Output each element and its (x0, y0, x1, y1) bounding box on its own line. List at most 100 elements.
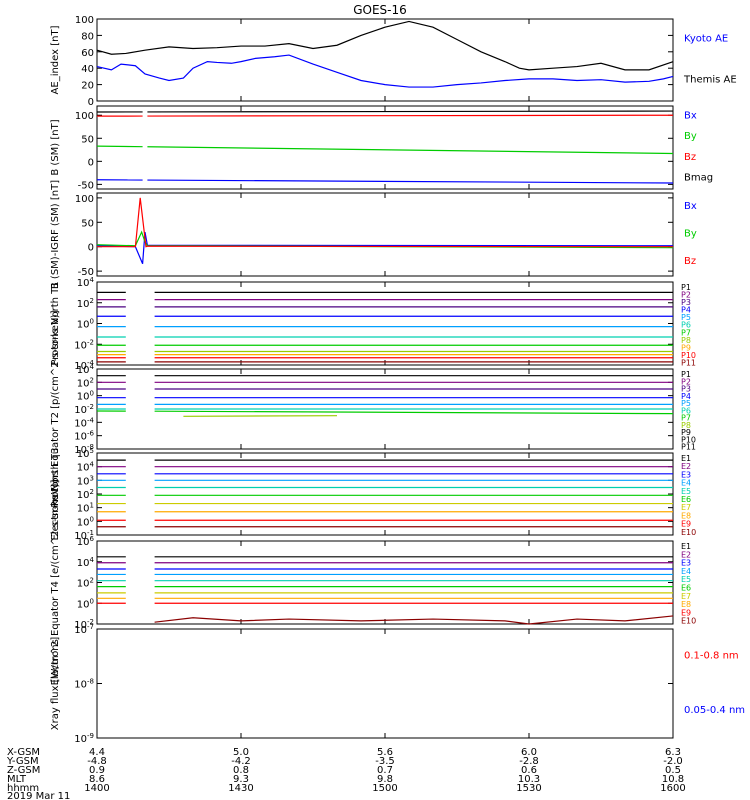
legend-bmag: Bmag (684, 173, 713, 184)
footer-cell: 1430 (228, 783, 253, 794)
y-tick-label: 100 (77, 515, 94, 528)
footer-row-label: Z-GSM (7, 765, 40, 776)
footer-cell: 6.3 (665, 747, 681, 758)
footer-date: 2019 Mar 11 (7, 791, 70, 800)
y-axis-label: B (SM) [nT] (50, 119, 61, 175)
footer-cell: 5.0 (233, 747, 249, 758)
y-tick-label: 20 (81, 81, 94, 92)
legend-p9: P9 (681, 343, 691, 352)
legend-p3: P3 (681, 385, 691, 394)
footer-cell: -4.2 (231, 756, 251, 767)
legend-by: By (684, 131, 697, 142)
legend-e2: E2 (681, 462, 691, 471)
footer-cell: 10.8 (662, 774, 684, 785)
series-line-bmag (147, 110, 674, 113)
legend-e6: E6 (681, 584, 691, 593)
footer-cell: 4.4 (89, 747, 105, 758)
footer-cell: 0.6 (521, 765, 537, 776)
legend-e10: E10 (681, 528, 696, 537)
legend-e10: E10 (681, 617, 696, 626)
y-axis-label: Protons North T1 (50, 281, 61, 365)
y-tick-label: 0 (88, 243, 94, 254)
legend-e7: E7 (681, 592, 691, 601)
legend-by: By (684, 229, 697, 240)
footer-cell: 1500 (372, 783, 397, 794)
y-tick-label: 10-1 (74, 529, 94, 542)
legend-p7: P7 (681, 414, 691, 423)
y-tick-label: 100 (77, 597, 94, 610)
footer-cell: -2.0 (663, 756, 683, 767)
legend-e3: E3 (681, 470, 691, 479)
panel-frame (96, 281, 674, 366)
footer-row-label: MLT (7, 774, 27, 785)
legend-p10: P10 (681, 351, 696, 360)
legend-p8: P8 (681, 336, 691, 345)
y-tick-label: -50 (78, 267, 94, 278)
legend-bz: Bz (684, 256, 696, 267)
legend-e4: E4 (681, 479, 691, 488)
footer-cell: -3.5 (375, 756, 395, 767)
legend-p10: P10 (681, 435, 696, 444)
y-tick-label: 100 (75, 111, 94, 122)
y-tick-label: 10-2 (74, 338, 94, 351)
legend-p6: P6 (681, 321, 691, 330)
y-tick-label: 10-2 (74, 618, 94, 631)
y-axis-label: Electrons Equator T4 [e/(cm^2-s-sr-keV)] (50, 480, 61, 686)
y-tick-label: 10-6 (74, 430, 94, 443)
legend-bx: Bx (684, 110, 697, 121)
panel-frame (96, 628, 674, 739)
footer-row-label: X-GSM (7, 747, 40, 758)
y-tick-label: 103 (77, 474, 94, 487)
y-tick-label: 0 (88, 157, 94, 168)
legend-e9: E9 (681, 608, 691, 617)
footer-cell: 0.9 (89, 765, 105, 776)
legend-p1: P1 (681, 283, 691, 292)
legend-p2: P2 (681, 377, 691, 386)
panel-frame (96, 192, 674, 277)
y-tick-label: 10-4 (74, 416, 94, 429)
y-tick-label: 80 (81, 31, 94, 42)
series-line-kyoto-ae (96, 54, 674, 88)
footer-cell: -2.8 (519, 756, 539, 767)
y-tick-label: 40 (81, 64, 94, 75)
y-tick-label: 104 (77, 276, 95, 289)
panel-frame (96, 540, 674, 625)
series-line-p7 (154, 410, 674, 415)
y-tick-label: 10-2 (74, 403, 94, 416)
series-line-e10 (154, 615, 674, 625)
series-line-bz (147, 114, 674, 117)
panel-3: -50 0 50 100 B (SM)-IGRF (SM) [nT] Bx By Bz (50, 180, 697, 289)
y-tick-label: 104 (77, 461, 95, 474)
legend-bz: Bz (684, 152, 696, 163)
footer-cell: 5.6 (377, 747, 393, 758)
legend-e7: E7 (681, 503, 691, 512)
legend-p4: P4 (681, 392, 691, 401)
y-tick-label: 104 (77, 556, 95, 569)
legend-0-05-0-4-nm: 0.05-0.4 nm (684, 705, 745, 716)
legend-p3: P3 (681, 298, 691, 307)
legend-p11: P11 (681, 443, 696, 452)
legend-p5: P5 (681, 399, 691, 408)
legend-e1: E1 (681, 454, 691, 463)
y-tick-label: 102 (77, 297, 94, 310)
panel-frame (96, 452, 674, 536)
legend-p1: P1 (681, 370, 691, 379)
series-line-by (147, 146, 674, 155)
panel-7: 10-2 100 102 104 106 Electrons Equator T4 [e/… (50, 480, 696, 686)
legend-0-1-0-8-nm: 0.1-0.8 nm (684, 650, 739, 661)
y-tick-label: -50 (78, 180, 94, 191)
y-tick-label: 105 (77, 447, 94, 460)
y-axis-label: Protons Equator T2 [p/(cm^2-s-sr-keV)] (50, 310, 61, 507)
y-tick-label: 102 (77, 488, 94, 501)
y-tick-label: 104 (77, 363, 95, 376)
series-line-p8 (183, 415, 338, 417)
footer-cell: 8.6 (89, 774, 105, 785)
footer-row-label: Y-GSM (6, 756, 39, 767)
legend-e6: E6 (681, 495, 691, 504)
legend-p4: P4 (681, 306, 691, 315)
y-tick-label: 102 (77, 376, 94, 389)
legend-p8: P8 (681, 421, 691, 430)
